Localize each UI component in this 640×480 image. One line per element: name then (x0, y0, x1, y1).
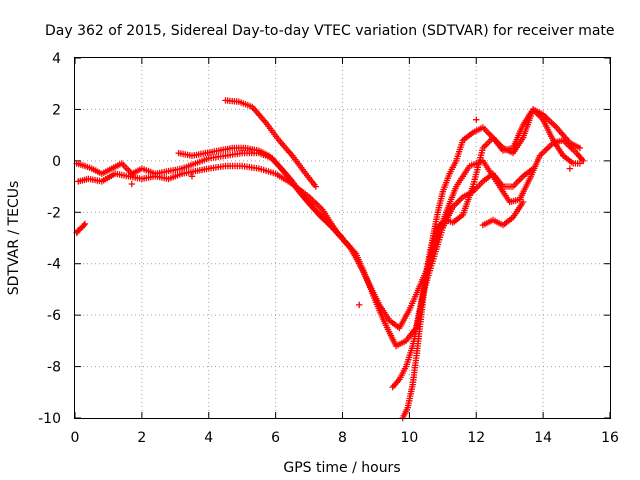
series-outliers (128, 116, 574, 309)
data-point (339, 234, 346, 242)
x-tick-label: 6 (271, 430, 280, 446)
data-point (356, 301, 363, 309)
x-axis-label: GPS time / hours (283, 460, 400, 476)
x-tick-label: 12 (467, 430, 485, 446)
y-tick-label: 4 (52, 51, 61, 67)
data-point (580, 157, 587, 165)
plot-frame (74, 57, 611, 419)
series-track-f (389, 106, 584, 391)
data-point (80, 221, 88, 229)
y-tick-label: -10 (38, 411, 61, 427)
data-point (576, 160, 584, 167)
y-tick-label: -4 (47, 257, 61, 273)
series-track-h (479, 198, 527, 229)
data-point (519, 198, 527, 206)
series-track-e (222, 97, 319, 190)
x-tick-label: 4 (204, 430, 213, 446)
series-track-c (75, 162, 537, 350)
x-tick-label: 2 (137, 430, 146, 446)
series-track-g (399, 106, 584, 422)
data-point (576, 144, 584, 152)
data-point (128, 180, 135, 188)
chart-title: Day 362 of 2015, Sidereal Day-to-day VTE… (45, 23, 615, 39)
x-tick-label: 10 (400, 430, 418, 446)
data-point (473, 116, 480, 123)
x-tick-label: 16 (601, 430, 619, 446)
axes: 0 2 4 6 8 10 12 14 16 -10 -8 -6 -4 -2 0 2 4 (38, 51, 619, 446)
series-track-b (73, 137, 587, 332)
y-tick-label: -6 (47, 308, 61, 324)
data-points (73, 97, 587, 422)
data-point (566, 165, 574, 172)
x-tick-label: 0 (71, 430, 80, 446)
data-point (81, 220, 89, 228)
y-tick-label: -8 (47, 360, 61, 376)
data-point (529, 165, 537, 172)
series-track-a (73, 220, 89, 237)
y-axis-label: SDTVAR / TECUs (6, 181, 22, 296)
data-point (312, 183, 319, 190)
y-tick-label: 0 (52, 154, 61, 170)
data-point (188, 173, 196, 180)
series-track-d (175, 144, 346, 242)
x-tick-label: 8 (338, 430, 347, 446)
x-tick-label: 14 (534, 430, 552, 446)
y-tick-label: -2 (47, 205, 61, 221)
y-tick-label: 2 (52, 102, 61, 118)
